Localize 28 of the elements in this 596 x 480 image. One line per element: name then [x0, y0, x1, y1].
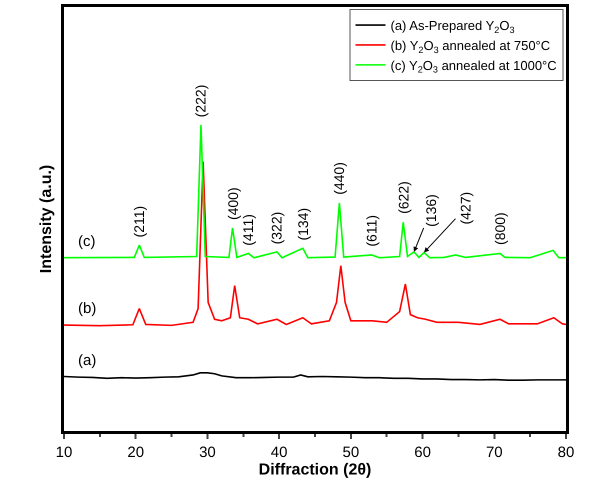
x-tick-label: 80 [558, 444, 574, 461]
annotation: (800) [492, 212, 508, 245]
annotation: (622) [396, 181, 412, 214]
x-tick-label: 70 [486, 444, 503, 461]
annotation: (c) [78, 233, 96, 250]
annotation: (b) [78, 300, 96, 317]
annotation: (400) [225, 187, 241, 220]
annotation: (322) [268, 212, 285, 244]
x-tick-label: 30 [199, 444, 216, 461]
annotation: (411) [240, 214, 256, 246]
annotation: (427) [457, 192, 474, 225]
annotation: (211) [131, 206, 148, 238]
annotation: (a) [78, 352, 96, 369]
annotation: (134) [295, 208, 312, 241]
x-tick-label: 40 [270, 444, 288, 461]
x-tick-label: 10 [56, 444, 72, 461]
x-tick-label: 50 [342, 444, 360, 461]
y-axis-title: Intensity (a.u.) [38, 164, 56, 274]
annotation: (440) [330, 162, 347, 195]
annotation: (611) [364, 214, 380, 247]
x-tick-label: 20 [127, 444, 144, 461]
annotation: (222) [192, 84, 209, 118]
annotation: (136) [423, 194, 440, 227]
legend-label: (c) Y$_{2}$O$_{3}$ annealed at 1000°C [390, 58, 557, 75]
legend-label: (a) As-Prepared Y$_{2}$O$_{3}$ [390, 18, 515, 35]
x-axis-title: Diffraction (2θ) [258, 461, 372, 478]
x-tick-label: 60 [414, 444, 431, 461]
legend-label: (b) Y$_{2}$O$_{3}$ annealed at 750°C [390, 38, 550, 55]
